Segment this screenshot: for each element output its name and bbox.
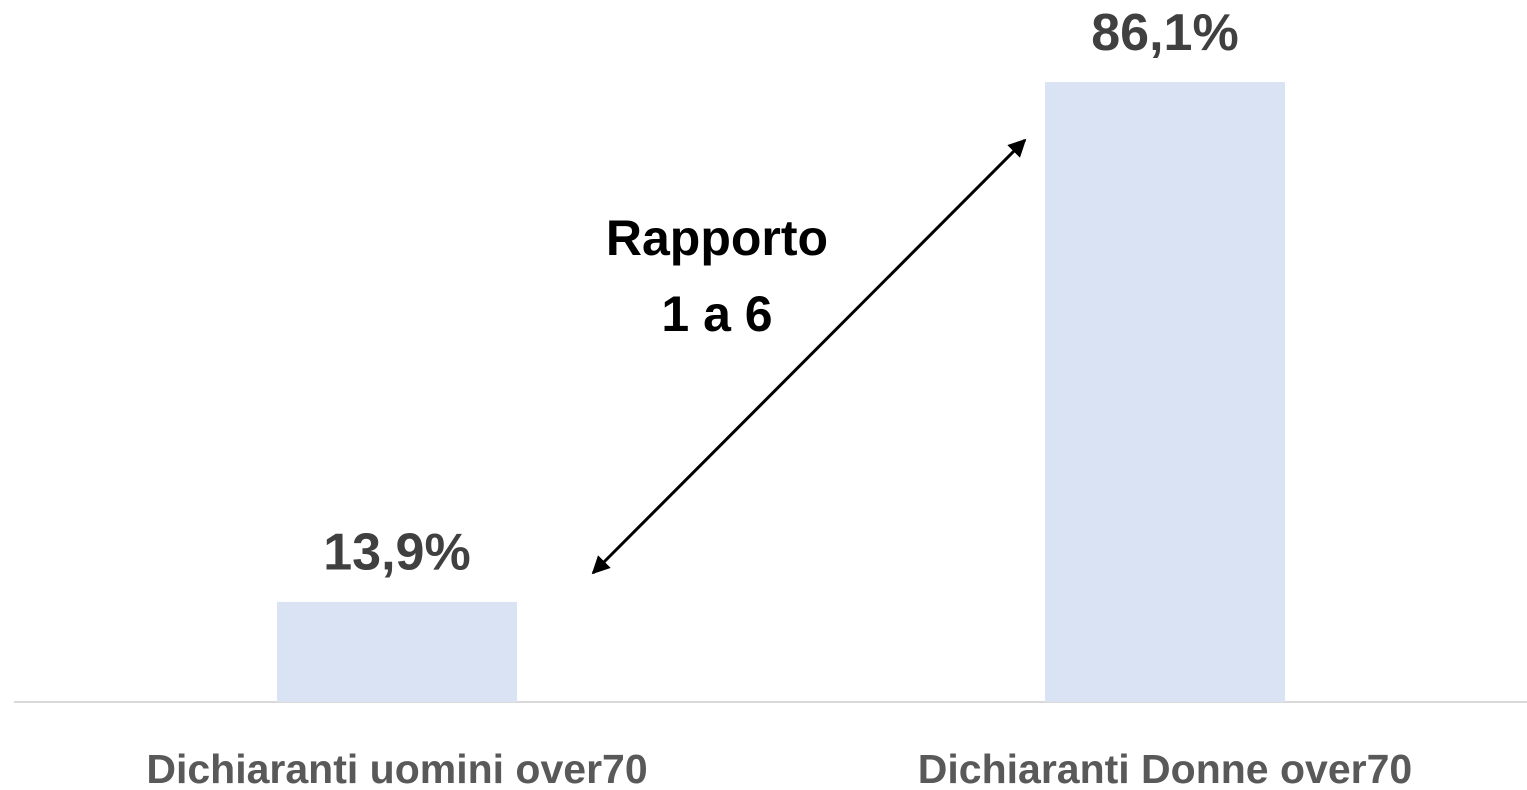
x-tick-label: Dichiaranti Donne over70 bbox=[918, 746, 1412, 790]
bar bbox=[1045, 82, 1285, 702]
ratio-arrow bbox=[591, 138, 1027, 575]
bar bbox=[277, 601, 517, 702]
annotation: 1 a 6 bbox=[661, 286, 772, 342]
x-tick-label: Dichiaranti uomini over70 bbox=[146, 746, 647, 790]
data-label: 86,1% bbox=[1091, 4, 1238, 62]
annotation: Rapporto bbox=[606, 210, 828, 266]
data-label: 13,9% bbox=[323, 524, 470, 582]
